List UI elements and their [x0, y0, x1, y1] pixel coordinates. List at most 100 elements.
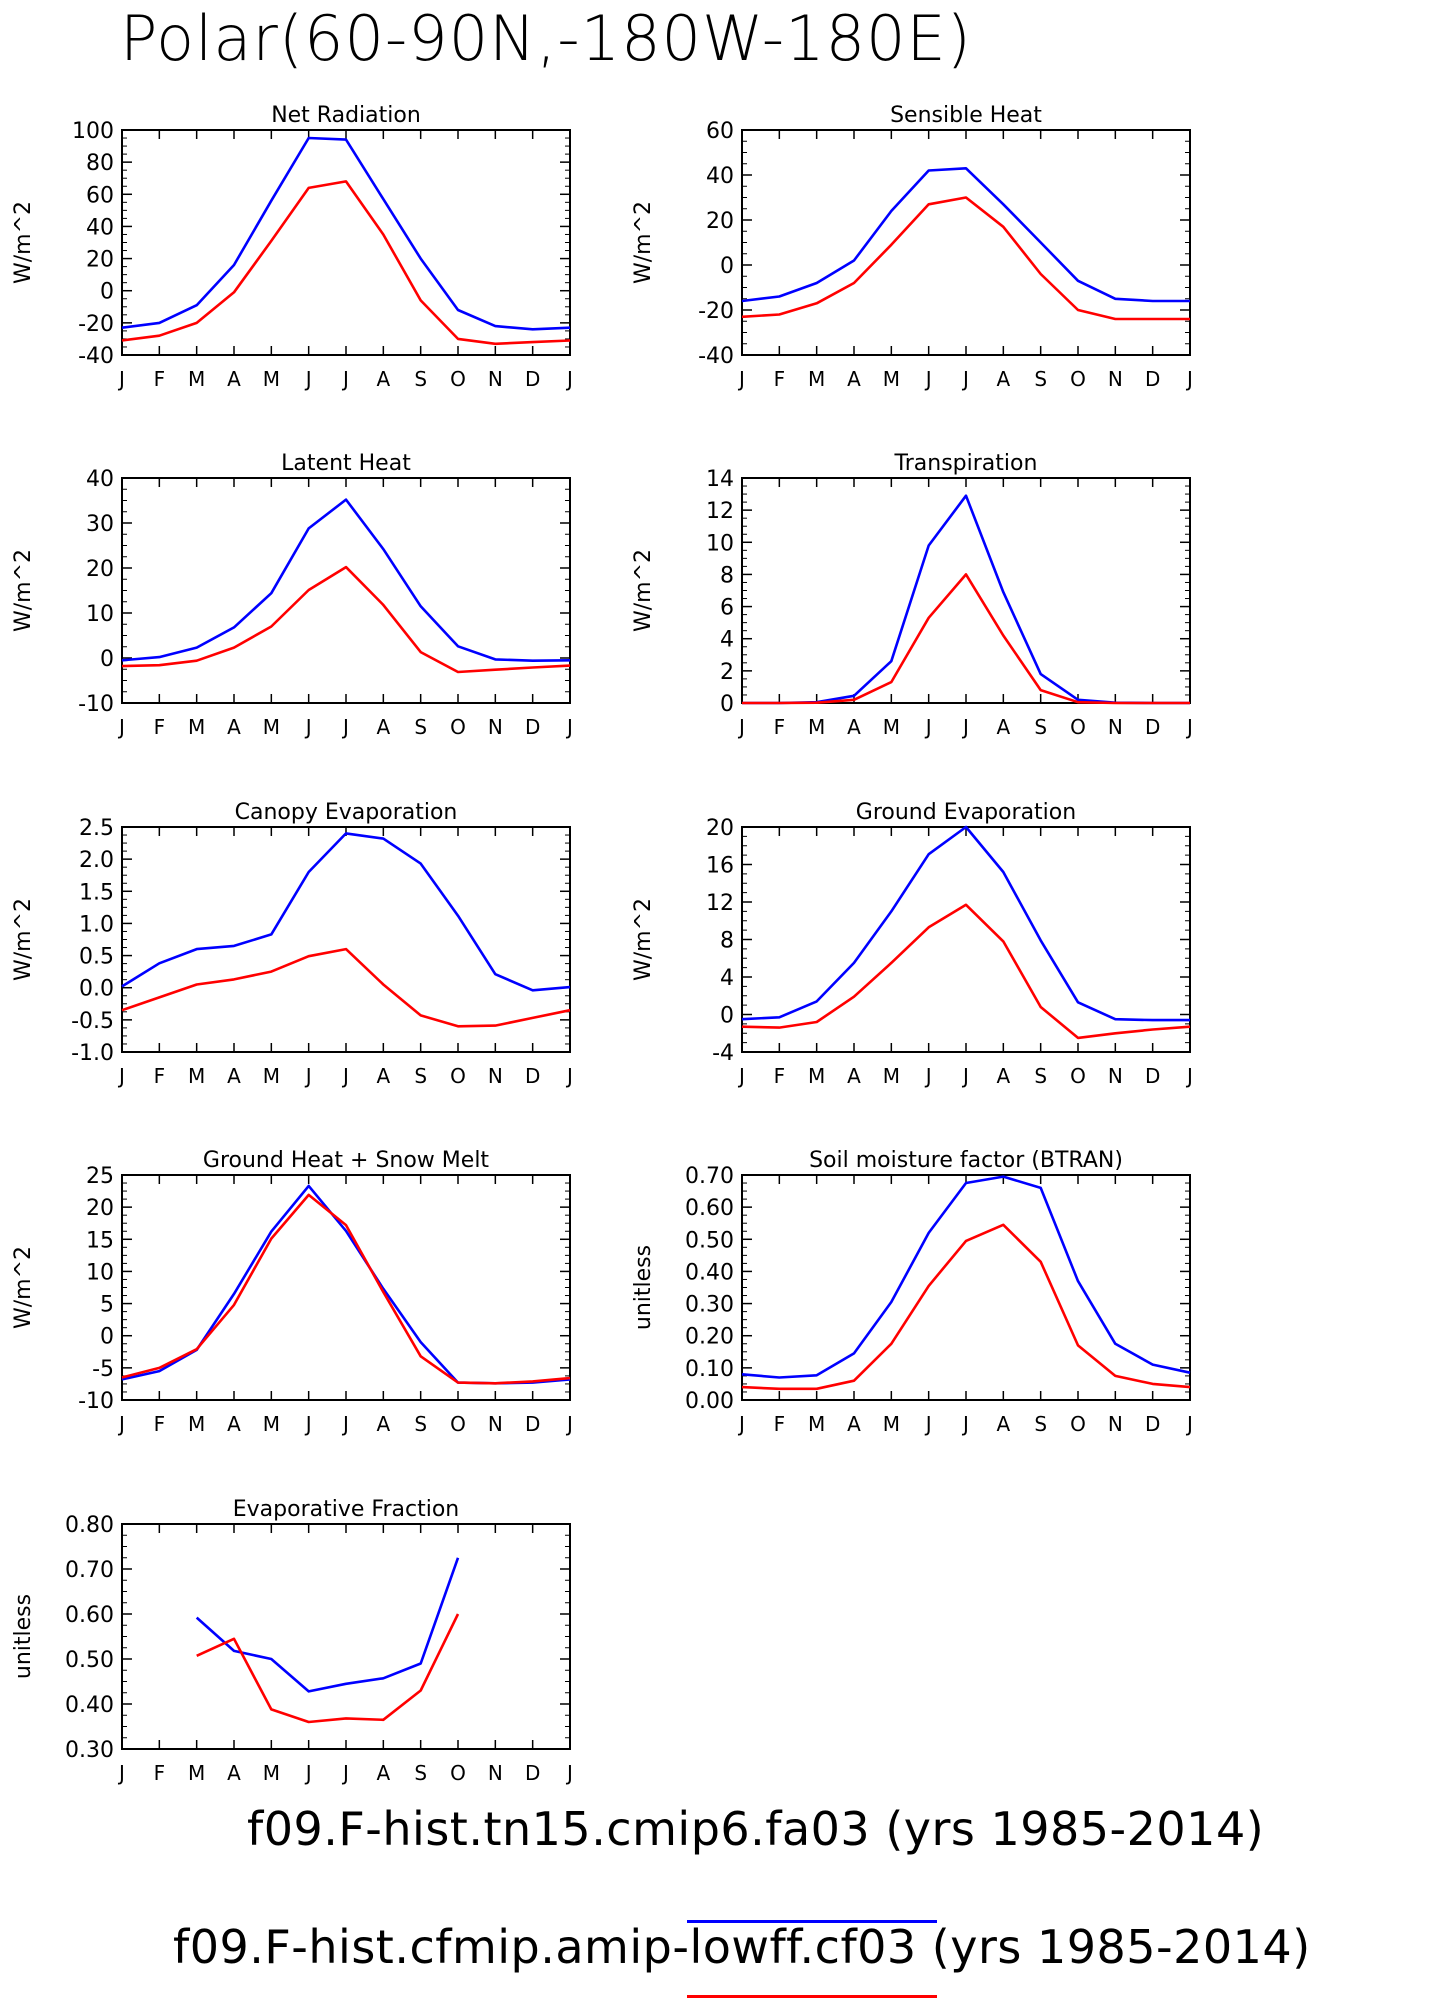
- panel-title: Latent Heat: [281, 451, 411, 476]
- x-tick-label: A: [227, 715, 241, 739]
- x-tick-label: J: [341, 367, 349, 391]
- x-tick-label: A: [376, 1064, 390, 1088]
- x-tick-label: A: [227, 367, 241, 391]
- x-tick-label: J: [1185, 367, 1193, 391]
- x-tick-label: M: [883, 367, 900, 391]
- x-tick-label: A: [996, 367, 1010, 391]
- plot-frame: [121, 129, 571, 356]
- x-tick-label: O: [450, 1761, 466, 1785]
- panel-title: Transpiration: [894, 451, 1038, 476]
- y-tick-label: -1.0: [71, 1041, 114, 1066]
- y-tick-label: -20: [698, 299, 734, 324]
- x-tick-label: J: [924, 715, 932, 739]
- y-tick-label: 100: [72, 119, 114, 144]
- y-axis-label: unitless: [631, 1245, 656, 1330]
- y-tick-label: 0.60: [65, 1603, 114, 1628]
- series-line-2: [121, 1193, 571, 1385]
- x-tick-label: J: [1185, 715, 1193, 739]
- x-tick-label: M: [263, 1761, 280, 1785]
- x-tick-label: J: [565, 367, 573, 391]
- y-tick-label: 0.0: [79, 977, 114, 1002]
- x-tick-label: N: [1108, 1064, 1123, 1088]
- y-axis-label: W/m^2: [631, 201, 656, 284]
- series-line-1: [195, 1557, 460, 1693]
- y-tick-label: 2.5: [79, 816, 114, 841]
- x-tick-label: A: [996, 1064, 1010, 1088]
- series-line-2: [741, 1223, 1191, 1391]
- y-tick-label: 20: [86, 557, 114, 582]
- x-tick-label: M: [263, 1412, 280, 1436]
- x-tick-label: J: [117, 367, 125, 391]
- y-tick-label: 20: [706, 209, 734, 234]
- x-tick-label: A: [376, 1412, 390, 1436]
- y-tick-label: -20: [78, 312, 114, 337]
- x-tick-label: J: [737, 715, 745, 739]
- series-line-2: [196, 1613, 460, 1724]
- x-tick-label: D: [1145, 715, 1160, 739]
- panel-title: Sensible Heat: [890, 103, 1042, 128]
- x-tick-label: A: [376, 715, 390, 739]
- panel-title: Ground Evaporation: [856, 800, 1076, 825]
- x-tick-label: N: [488, 1064, 503, 1088]
- x-tick-label: M: [188, 1412, 205, 1436]
- y-tick-label: 12: [706, 891, 734, 916]
- series-line-1: [121, 136, 571, 331]
- y-axis-label: W/m^2: [631, 898, 656, 981]
- y-tick-label: 0.70: [65, 1558, 114, 1583]
- series-line-1: [741, 1175, 1191, 1379]
- y-tick-label: -0.5: [71, 1009, 114, 1034]
- y-tick-label: 0.60: [685, 1196, 734, 1221]
- x-tick-label: N: [488, 715, 503, 739]
- x-tick-label: J: [961, 1412, 969, 1436]
- x-tick-label: J: [1185, 1064, 1193, 1088]
- x-tick-label: S: [414, 367, 427, 391]
- panel-title: Soil moisture factor (BTRAN): [809, 1148, 1123, 1173]
- x-tick-label: J: [341, 715, 349, 739]
- y-tick-label: 0: [720, 692, 734, 717]
- y-tick-label: 80: [86, 151, 114, 176]
- x-tick-label: F: [154, 367, 166, 391]
- panel-title: Ground Heat + Snow Melt: [203, 1148, 490, 1173]
- y-tick-label: 12: [706, 499, 734, 524]
- x-tick-label: J: [304, 367, 312, 391]
- x-tick-label: S: [1034, 1412, 1047, 1436]
- x-tick-label: A: [847, 1412, 861, 1436]
- y-tick-label: 0: [100, 1325, 114, 1350]
- x-tick-label: J: [961, 1064, 969, 1088]
- x-tick-label: A: [847, 1064, 861, 1088]
- y-tick-label: 0: [720, 254, 734, 279]
- x-tick-label: A: [847, 367, 861, 391]
- x-tick-label: D: [1145, 367, 1160, 391]
- series-line-1: [741, 167, 1190, 303]
- x-tick-label: J: [565, 1761, 573, 1785]
- y-tick-label: 10: [706, 531, 734, 556]
- y-tick-label: 40: [86, 215, 114, 240]
- x-tick-label: J: [304, 1761, 312, 1785]
- y-tick-label: 4: [720, 628, 734, 653]
- y-tick-label: 0.40: [685, 1260, 734, 1285]
- x-tick-label: D: [525, 367, 540, 391]
- x-tick-label: F: [774, 1412, 786, 1436]
- y-axis-label: W/m^2: [11, 549, 36, 632]
- x-tick-label: N: [1108, 715, 1123, 739]
- x-tick-label: J: [737, 1064, 745, 1088]
- y-axis-label: W/m^2: [11, 1246, 36, 1329]
- series-line-2: [741, 903, 1191, 1040]
- y-tick-label: -40: [698, 344, 734, 369]
- x-tick-label: J: [565, 1064, 573, 1088]
- x-tick-label: A: [996, 715, 1010, 739]
- y-tick-label: 8: [720, 563, 734, 588]
- x-tick-label: O: [450, 1412, 466, 1436]
- y-tick-label: -4: [712, 1041, 734, 1066]
- x-tick-label: J: [304, 1412, 312, 1436]
- y-tick-label: 0.30: [65, 1738, 114, 1763]
- x-tick-label: N: [488, 1761, 503, 1785]
- x-tick-label: O: [450, 1064, 466, 1088]
- y-tick-label: 25: [86, 1164, 114, 1189]
